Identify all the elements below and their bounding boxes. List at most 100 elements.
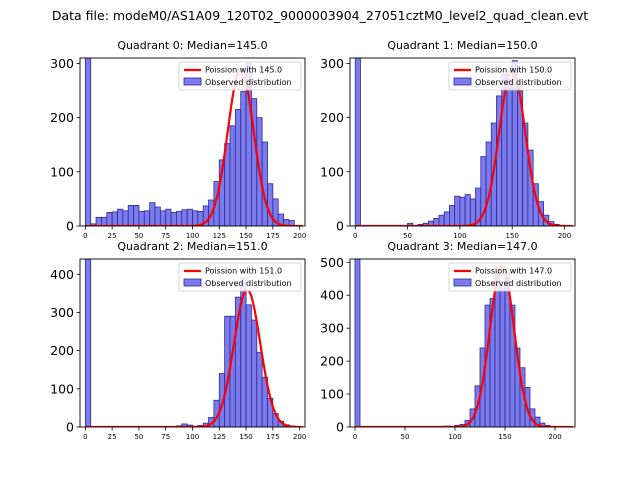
y-tick-label: 200 [320, 354, 344, 369]
legend-box [178, 262, 302, 292]
histogram-bar [176, 210, 183, 226]
subplot-title: Quadrant 0: Median=145.0 [117, 39, 267, 52]
x-tick-label: 75 [161, 433, 170, 441]
histogram-bar [165, 208, 172, 226]
axes-frame [349, 258, 576, 428]
x-tick-label: 100 [453, 232, 466, 240]
subplot-title: Quadrant 1: Median=150.0 [387, 39, 537, 52]
x-tick-label: 150 [506, 232, 519, 240]
y-tick-label: 400 [50, 267, 74, 282]
histogram-bar [256, 352, 263, 427]
histogram-bar [506, 79, 513, 226]
x-tick-label: 25 [108, 232, 117, 240]
x-tick-label: 150 [498, 433, 511, 441]
x-tick-label: 25 [108, 433, 117, 441]
legend: Poission with 145.0 Observed distribution [178, 61, 302, 91]
x-tick-label: 175 [266, 433, 279, 441]
x-tick-label: 0 [353, 433, 357, 441]
x-tick-label: 200 [558, 232, 571, 240]
histogram-bar [407, 222, 414, 226]
x-tick-label: 0 [353, 232, 357, 240]
histogram-bar [251, 319, 258, 427]
legend-box [178, 61, 302, 91]
histogram-bar [449, 205, 456, 226]
x-tick-label: 200 [293, 232, 306, 240]
x-tick-label: 200 [293, 433, 306, 441]
y-tick-label: 0 [336, 219, 344, 234]
histogram-bar [170, 212, 177, 226]
legend: Poission with 150.0 Observed distribution [448, 61, 572, 91]
histogram-bar [143, 210, 151, 226]
y-tick-label: 200 [50, 110, 74, 125]
x-tick-label: 0 [83, 232, 87, 240]
legend-patch-swatch [183, 77, 202, 86]
y-tick-label: 100 [50, 381, 74, 396]
histogram-bar [84, 259, 92, 427]
x-tick-label: 175 [266, 232, 279, 240]
x-tick-label: 0 [83, 433, 87, 441]
histogram-bar [186, 208, 193, 226]
legend-entry-observed: Observed distribution [475, 78, 562, 87]
legend: Poission with 147.0 Observed distribution [448, 262, 572, 292]
histogram-bar [499, 284, 506, 427]
x-tick-label: 75 [161, 232, 170, 240]
legend-entry-poisson: Poission with 150.0 [475, 66, 552, 75]
histogram-bar [459, 196, 466, 226]
legend-entry-observed: Observed distribution [205, 78, 292, 87]
legend-entry-observed: Observed distribution [475, 279, 562, 288]
histogram-bar [443, 211, 450, 226]
legend-patch-swatch [453, 278, 472, 287]
histogram-bar [261, 141, 268, 226]
legend-patch-swatch [453, 77, 472, 86]
histogram-bar [181, 209, 188, 226]
axes-frame [349, 57, 576, 227]
x-tick-label: 125 [213, 232, 226, 240]
legend-box [448, 262, 572, 292]
histogram-bar [192, 210, 199, 226]
subplot-quadrant-1: Quadrant 1: Median=150.0 0 50 100 150 200 0 100… [320, 39, 576, 240]
histogram-bar [101, 216, 108, 226]
y-tick-label: 200 [50, 343, 74, 358]
x-tick-label: 150 [239, 232, 252, 240]
poisson-curve [355, 264, 573, 427]
histogram-bar [149, 202, 156, 226]
x-tick-label: 50 [134, 433, 143, 441]
y-tick-label: 400 [320, 288, 344, 303]
histogram-bar [433, 218, 440, 226]
histogram-bar [245, 304, 252, 427]
legend-patch-swatch [183, 278, 202, 287]
histogram-bar [95, 216, 102, 226]
legend-box [448, 61, 572, 91]
histogram-bar [240, 91, 247, 226]
histogram-bar [84, 58, 92, 226]
y-tick-label: 0 [336, 420, 344, 435]
histogram-bar [127, 205, 134, 226]
histogram-bar [117, 208, 124, 226]
histogram-bar [122, 210, 129, 226]
x-tick-label: 50 [401, 433, 410, 441]
histogram-bar [438, 214, 445, 226]
histogram-bar [354, 259, 361, 427]
legend-entry-observed: Observed distribution [205, 279, 292, 288]
subplot-title: Quadrant 3: Median=147.0 [387, 240, 537, 253]
y-tick-label: 0 [66, 219, 74, 234]
histogram-bar [159, 210, 167, 226]
subplot-quadrant-0: Quadrant 0: Median=145.0 0 25 50 75 100 125 150… [50, 39, 306, 240]
y-tick-label: 300 [50, 56, 74, 71]
y-tick-label: 100 [320, 387, 344, 402]
y-tick-label: 300 [320, 321, 344, 336]
y-tick-label: 300 [50, 305, 74, 320]
histogram-bar [454, 195, 461, 226]
y-tick-label: 100 [50, 164, 74, 179]
histogram-bar [494, 273, 501, 427]
x-tick-label: 50 [134, 232, 143, 240]
histogram-bar [272, 198, 279, 226]
x-tick-label: 150 [239, 433, 252, 441]
figure-suptitle: Data file: modeM0/AS1A09_120T02_90000039… [52, 8, 588, 23]
subplot-title: Quadrant 2: Median=151.0 [117, 240, 267, 253]
x-tick-label: 125 [213, 433, 226, 441]
histogram-bar [229, 315, 236, 427]
histogram-bar [138, 210, 145, 226]
subplot-grid: Quadrant 0: Median=145.0 0 25 50 75 100 125 150… [50, 39, 576, 441]
